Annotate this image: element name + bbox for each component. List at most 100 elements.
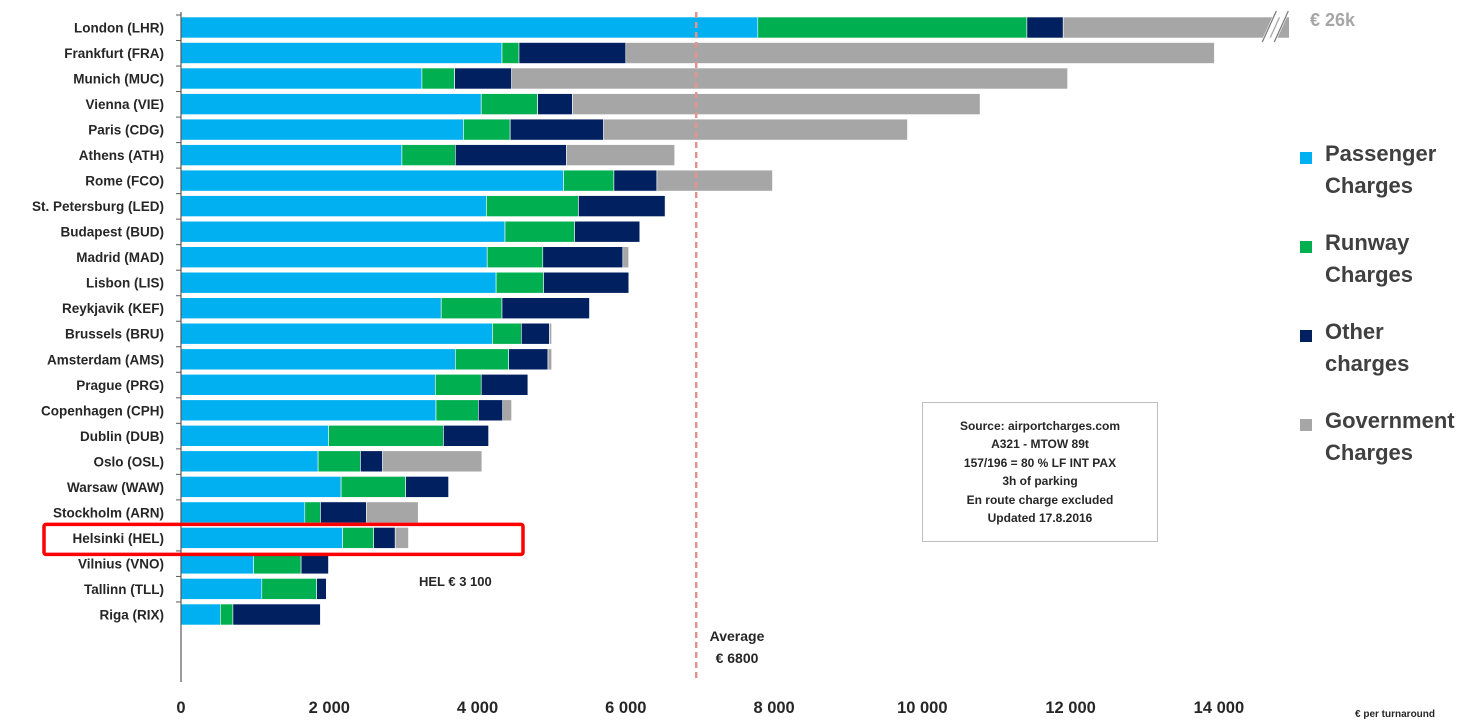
bar-segment-other-charges: [316, 578, 327, 600]
bar-segment-other-charges: [320, 501, 367, 524]
bar-segment-other-charges: [454, 67, 513, 90]
bar-segment-passenger-charges: [180, 373, 436, 396]
bar-segment-government-charges: [511, 67, 1068, 90]
x-tick-label: 2 000: [309, 699, 350, 717]
legend-swatch-runway: [1300, 241, 1312, 253]
category-label: Copenhagen (CPH): [41, 403, 164, 418]
x-tick-label: 10 000: [897, 699, 947, 717]
axis-break-mask: [1269, 9, 1290, 44]
source-line: Source: airportcharges.com: [959, 418, 1121, 433]
category-label: Brussels (BRU): [65, 327, 164, 342]
bar-segment-passenger-charges: [180, 118, 464, 141]
bar-segment-passenger-charges: [180, 476, 342, 498]
bar-segment-runway-charges: [434, 373, 482, 396]
bar-segment-other-charges: [509, 118, 604, 141]
legend-label-other: Other charges: [1325, 319, 1410, 376]
category-label: Athens (ATH): [79, 148, 164, 163]
bar-segment-passenger-charges: [180, 246, 488, 268]
bar-segment-other-charges: [477, 399, 504, 422]
bar-segment-passenger-charges: [180, 42, 503, 64]
bar-segment-runway-charges: [504, 220, 575, 243]
bar-segment-other-charges: [232, 603, 321, 626]
legend-label-government: Government Charges: [1325, 408, 1455, 465]
source-line: 157/196 = 80 % LF INT PAX: [963, 455, 1117, 470]
source-line: 3h of parking: [1002, 474, 1078, 488]
helsinki-highlight-box: [42, 522, 525, 557]
axis-break-mask: [1261, 9, 1282, 44]
bar-segment-runway-charges: [317, 450, 361, 473]
category-label: Budapest (BUD): [61, 225, 165, 240]
bar-segment-other-charges: [373, 527, 396, 549]
category-label: Riga (RIX): [99, 608, 164, 623]
bar-segment-passenger-charges: [180, 322, 493, 345]
bar-segment-government-charges: [365, 501, 419, 524]
category-label: Vilnius (VNO): [78, 556, 164, 571]
bar-segment-other-charges: [520, 322, 550, 345]
category-label: Helsinki (HEL): [72, 531, 164, 546]
bar-segment-passenger-charges: [180, 501, 306, 524]
bar-segment-other-charges: [518, 42, 627, 64]
bar-segment-government-charges: [382, 450, 483, 473]
category-label: Vienna (VIE): [85, 97, 164, 112]
bar-segment-runway-charges: [757, 16, 1028, 39]
bar-segment-passenger-charges: [180, 297, 442, 320]
average-label-line2: € 6800: [715, 650, 759, 666]
bar-segment-runway-charges: [304, 501, 321, 524]
legend-item-passenger: Passenger Charges: [1300, 138, 1477, 202]
bar-segment-runway-charges: [440, 297, 503, 320]
bar-segment-runway-charges: [454, 348, 509, 371]
bar-segment-other-charges: [542, 246, 624, 268]
bar-segment-other-charges: [405, 476, 449, 498]
bar-segment-passenger-charges: [180, 348, 456, 371]
axis-break-mark: [1261, 10, 1277, 43]
legend-label-passenger: Passenger Charges: [1325, 141, 1437, 198]
x-tick-label: 12 000: [1045, 699, 1095, 717]
bar-segment-government-charges: [547, 348, 553, 371]
bar-segment-other-charges: [360, 450, 383, 473]
source-line: En route charge excluded: [966, 492, 1114, 507]
bar-segment-government-charges: [566, 144, 675, 166]
legend-swatch-government: [1300, 419, 1312, 431]
bar-segment-runway-charges: [563, 169, 615, 192]
bar-segment-passenger-charges: [180, 220, 506, 243]
category-label: Dublin (DUB): [80, 429, 164, 444]
bar-segment-runway-charges: [421, 67, 455, 90]
x-tick-label: 8 000: [753, 699, 794, 717]
bar-segment-other-charges: [508, 348, 549, 371]
axis-break-mark: [1273, 10, 1289, 43]
bar-segment-other-charges: [454, 144, 567, 166]
bar-segment-passenger-charges: [180, 16, 759, 39]
bar-segment-passenger-charges: [180, 93, 482, 115]
x-axis-unit-label: € per turnaround: [1355, 709, 1436, 720]
average-label: Average € 6800: [697, 625, 777, 669]
bar-segment-runway-charges: [486, 246, 544, 268]
legend-swatch-passenger: [1300, 152, 1312, 164]
bar-segment-other-charges: [443, 424, 489, 447]
source-line: Updated 17.8.2016: [987, 511, 1093, 525]
category-label: Munich (MUC): [73, 72, 164, 87]
bar-segment-runway-charges: [435, 399, 479, 422]
bar-segment-other-charges: [578, 195, 666, 217]
bar-segment-passenger-charges: [180, 450, 319, 473]
bar-segment-runway-charges: [501, 42, 520, 64]
category-label: Warsaw (WAW): [67, 480, 164, 495]
bar-segment-government-charges: [394, 527, 409, 549]
category-label: Madrid (MAD): [76, 250, 164, 265]
legend-item-government: Government Charges: [1300, 405, 1477, 469]
bar-segment-passenger-charges: [180, 424, 329, 447]
bar-segment-runway-charges: [342, 527, 375, 549]
bar-segment-runway-charges: [495, 271, 544, 294]
bar-segment-runway-charges: [492, 322, 522, 345]
bar-segment-runway-charges: [328, 424, 444, 447]
bar-segment-other-charges: [1026, 16, 1064, 39]
legend-item-other: Other charges: [1300, 316, 1477, 380]
bar-segment-government-charges: [549, 322, 552, 345]
bar-segment-government-charges: [1062, 16, 1290, 39]
category-label: London (LHR): [74, 21, 164, 36]
x-tick-label: 14 000: [1194, 699, 1244, 717]
bar-segment-runway-charges: [261, 578, 317, 600]
bar-segment-passenger-charges: [180, 144, 403, 166]
source-line: A321 - MTOW 89t: [991, 437, 1089, 451]
bar-segment-passenger-charges: [180, 603, 221, 626]
